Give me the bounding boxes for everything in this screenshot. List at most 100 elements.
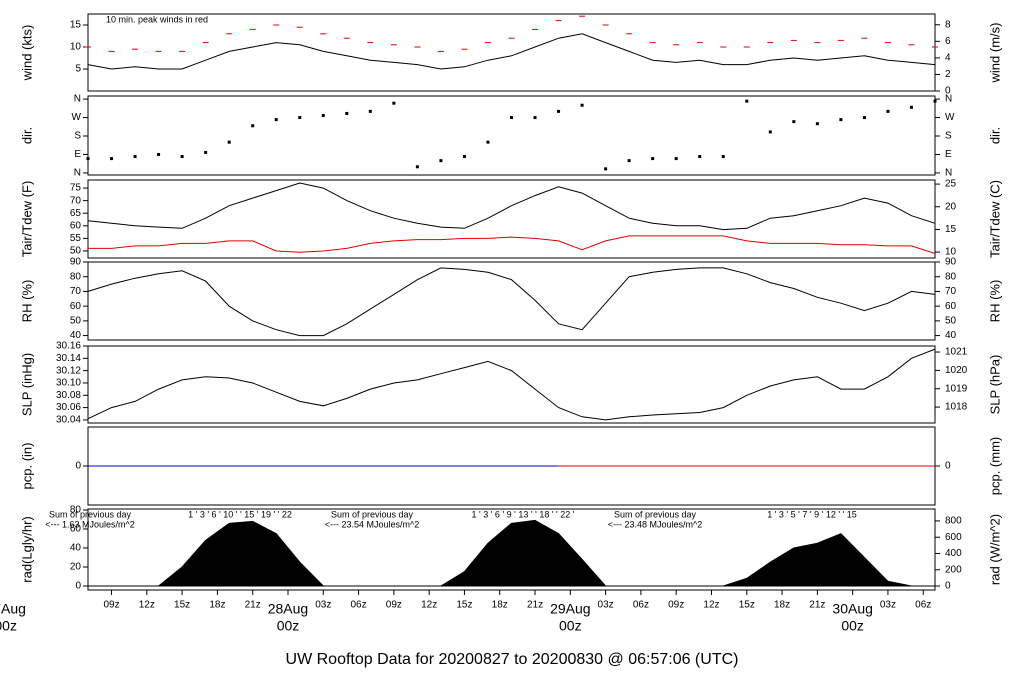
y-tick-label: S — [74, 131, 81, 142]
y-tick-label: N — [74, 94, 81, 105]
dir-point — [110, 157, 114, 161]
panel-frame — [87, 179, 936, 259]
y-tick-label: 80 — [70, 505, 82, 516]
dir-point — [674, 157, 678, 161]
y2-axis-label: pcp. (mm) — [987, 437, 1002, 496]
panel-frame — [87, 508, 936, 591]
y-tick-label: 80 — [70, 271, 82, 282]
dir-point — [439, 159, 443, 163]
x-tick-label: 15z — [174, 600, 190, 611]
y-tick-label: 65 — [70, 208, 82, 219]
panel-frame — [87, 261, 936, 341]
y2-tick-label: 40 — [945, 330, 957, 341]
y-tick-label: 0 — [75, 581, 81, 592]
dir-point — [251, 124, 255, 128]
y2-tick-label: E — [945, 149, 952, 160]
line — [88, 235, 936, 254]
dir-point — [180, 155, 184, 159]
y-tick-label: 40 — [70, 330, 82, 341]
dir-point — [86, 157, 90, 161]
x-tick-label: 06z — [633, 600, 649, 611]
panel-frame — [87, 95, 936, 176]
y2-tick-label: 60 — [945, 301, 957, 312]
y-tick-label: 60 — [70, 301, 82, 312]
y2-tick-label: 8 — [945, 19, 951, 30]
y-tick-label: 60 — [70, 220, 82, 231]
date-hour: 00z — [559, 618, 582, 634]
x-tick-label: 03z — [880, 600, 896, 611]
x-tick-label: 03z — [315, 600, 331, 611]
x-tick-label: 12z — [421, 600, 437, 611]
y-tick-label: 15 — [70, 20, 82, 31]
line — [87, 182, 936, 231]
y2-tick-label: N — [945, 168, 952, 179]
y2-tick-label: 1018 — [945, 402, 968, 413]
line — [87, 267, 936, 337]
x-tick-label: 06z — [915, 600, 931, 611]
x-tick-label: 15z — [739, 600, 755, 611]
y-tick-label: 50 — [70, 246, 82, 257]
dir-point — [157, 152, 161, 156]
y-tick-label: 70 — [70, 195, 82, 206]
y2-axis-label: SLP (hPa) — [987, 355, 1002, 415]
x-tick-label: 15z — [456, 600, 472, 611]
note-hours: 1 ' 3 ' 5 ' 7 ' 9 ' 12 ' ' 15 — [767, 509, 857, 519]
x-tick-label: 18z — [209, 600, 225, 611]
date-hour: 00z — [277, 618, 300, 634]
dir-point — [321, 113, 325, 117]
dir-point — [533, 116, 537, 120]
x-tick-label: 18z — [492, 600, 508, 611]
y-tick-label: 90 — [70, 257, 82, 268]
y2-tick-label: 0 — [945, 581, 951, 592]
dir-point — [392, 101, 396, 105]
y2-tick-label: 200 — [945, 564, 962, 575]
note: Sum of previous day — [331, 509, 414, 519]
y2-tick-label: 1021 — [945, 347, 968, 358]
dir-point — [839, 118, 843, 122]
dir-point — [133, 155, 137, 159]
y2-tick-label: 80 — [945, 271, 957, 282]
dir-point — [227, 140, 231, 144]
y2-tick-label: 0 — [945, 461, 951, 472]
date-label: 30Aug — [832, 601, 872, 617]
y2-tick-label: 10 — [945, 247, 957, 258]
y2-tick-label: 0 — [945, 86, 951, 97]
dir-point — [862, 116, 866, 120]
note-hours: 1 ' 3 ' 6 ' 10 ' ' 15 ' 19 ' ' 22 — [188, 509, 292, 519]
dir-point — [721, 155, 725, 159]
y2-axis-label: RH (%) — [987, 280, 1002, 323]
dir-point — [298, 116, 302, 120]
note-hours: 1 ' 3 ' 6 ' 9 ' 13 ' ' 18 ' ' 22 ' — [471, 509, 574, 519]
y2-axis-label: rad (W/m^2) — [987, 514, 1002, 585]
y-tick-label: 30.10 — [56, 378, 81, 389]
y-axis-label: rad(Lgly/hr) — [19, 516, 34, 582]
x-tick-label: 21z — [527, 600, 543, 611]
date-label: 29Aug — [550, 601, 590, 617]
y-tick-label: 0 — [75, 461, 81, 472]
y2-axis-label: wind (m/s) — [987, 23, 1002, 84]
y-axis-label: RH (%) — [19, 280, 34, 323]
dir-point — [557, 109, 561, 113]
y-tick-label: 30.14 — [56, 353, 81, 364]
y-tick-label: N — [74, 168, 81, 179]
note: Sum of previous day — [49, 509, 132, 519]
y2-tick-label: 1019 — [945, 383, 968, 394]
y2-tick-label: 15 — [945, 224, 957, 235]
panel-frame — [87, 345, 936, 424]
dir-point — [698, 155, 702, 159]
y-tick-label: 10 — [70, 42, 82, 53]
y2-axis-label: dir. — [987, 127, 1002, 144]
note: <--- 23.48 MJoules/m^2 — [608, 519, 703, 529]
x-tick-label: 06z — [351, 600, 367, 611]
dir-point — [204, 150, 208, 154]
y2-tick-label: W — [945, 112, 955, 123]
y-tick-label: 30.16 — [56, 341, 81, 352]
y2-tick-label: 70 — [945, 286, 957, 297]
y2-tick-label: 2 — [945, 69, 951, 80]
line — [87, 33, 936, 70]
y2-tick-label: 400 — [945, 548, 962, 559]
dir-point — [510, 116, 513, 120]
x-tick-label: 21z — [245, 600, 261, 611]
y2-tick-label: 4 — [945, 53, 951, 64]
